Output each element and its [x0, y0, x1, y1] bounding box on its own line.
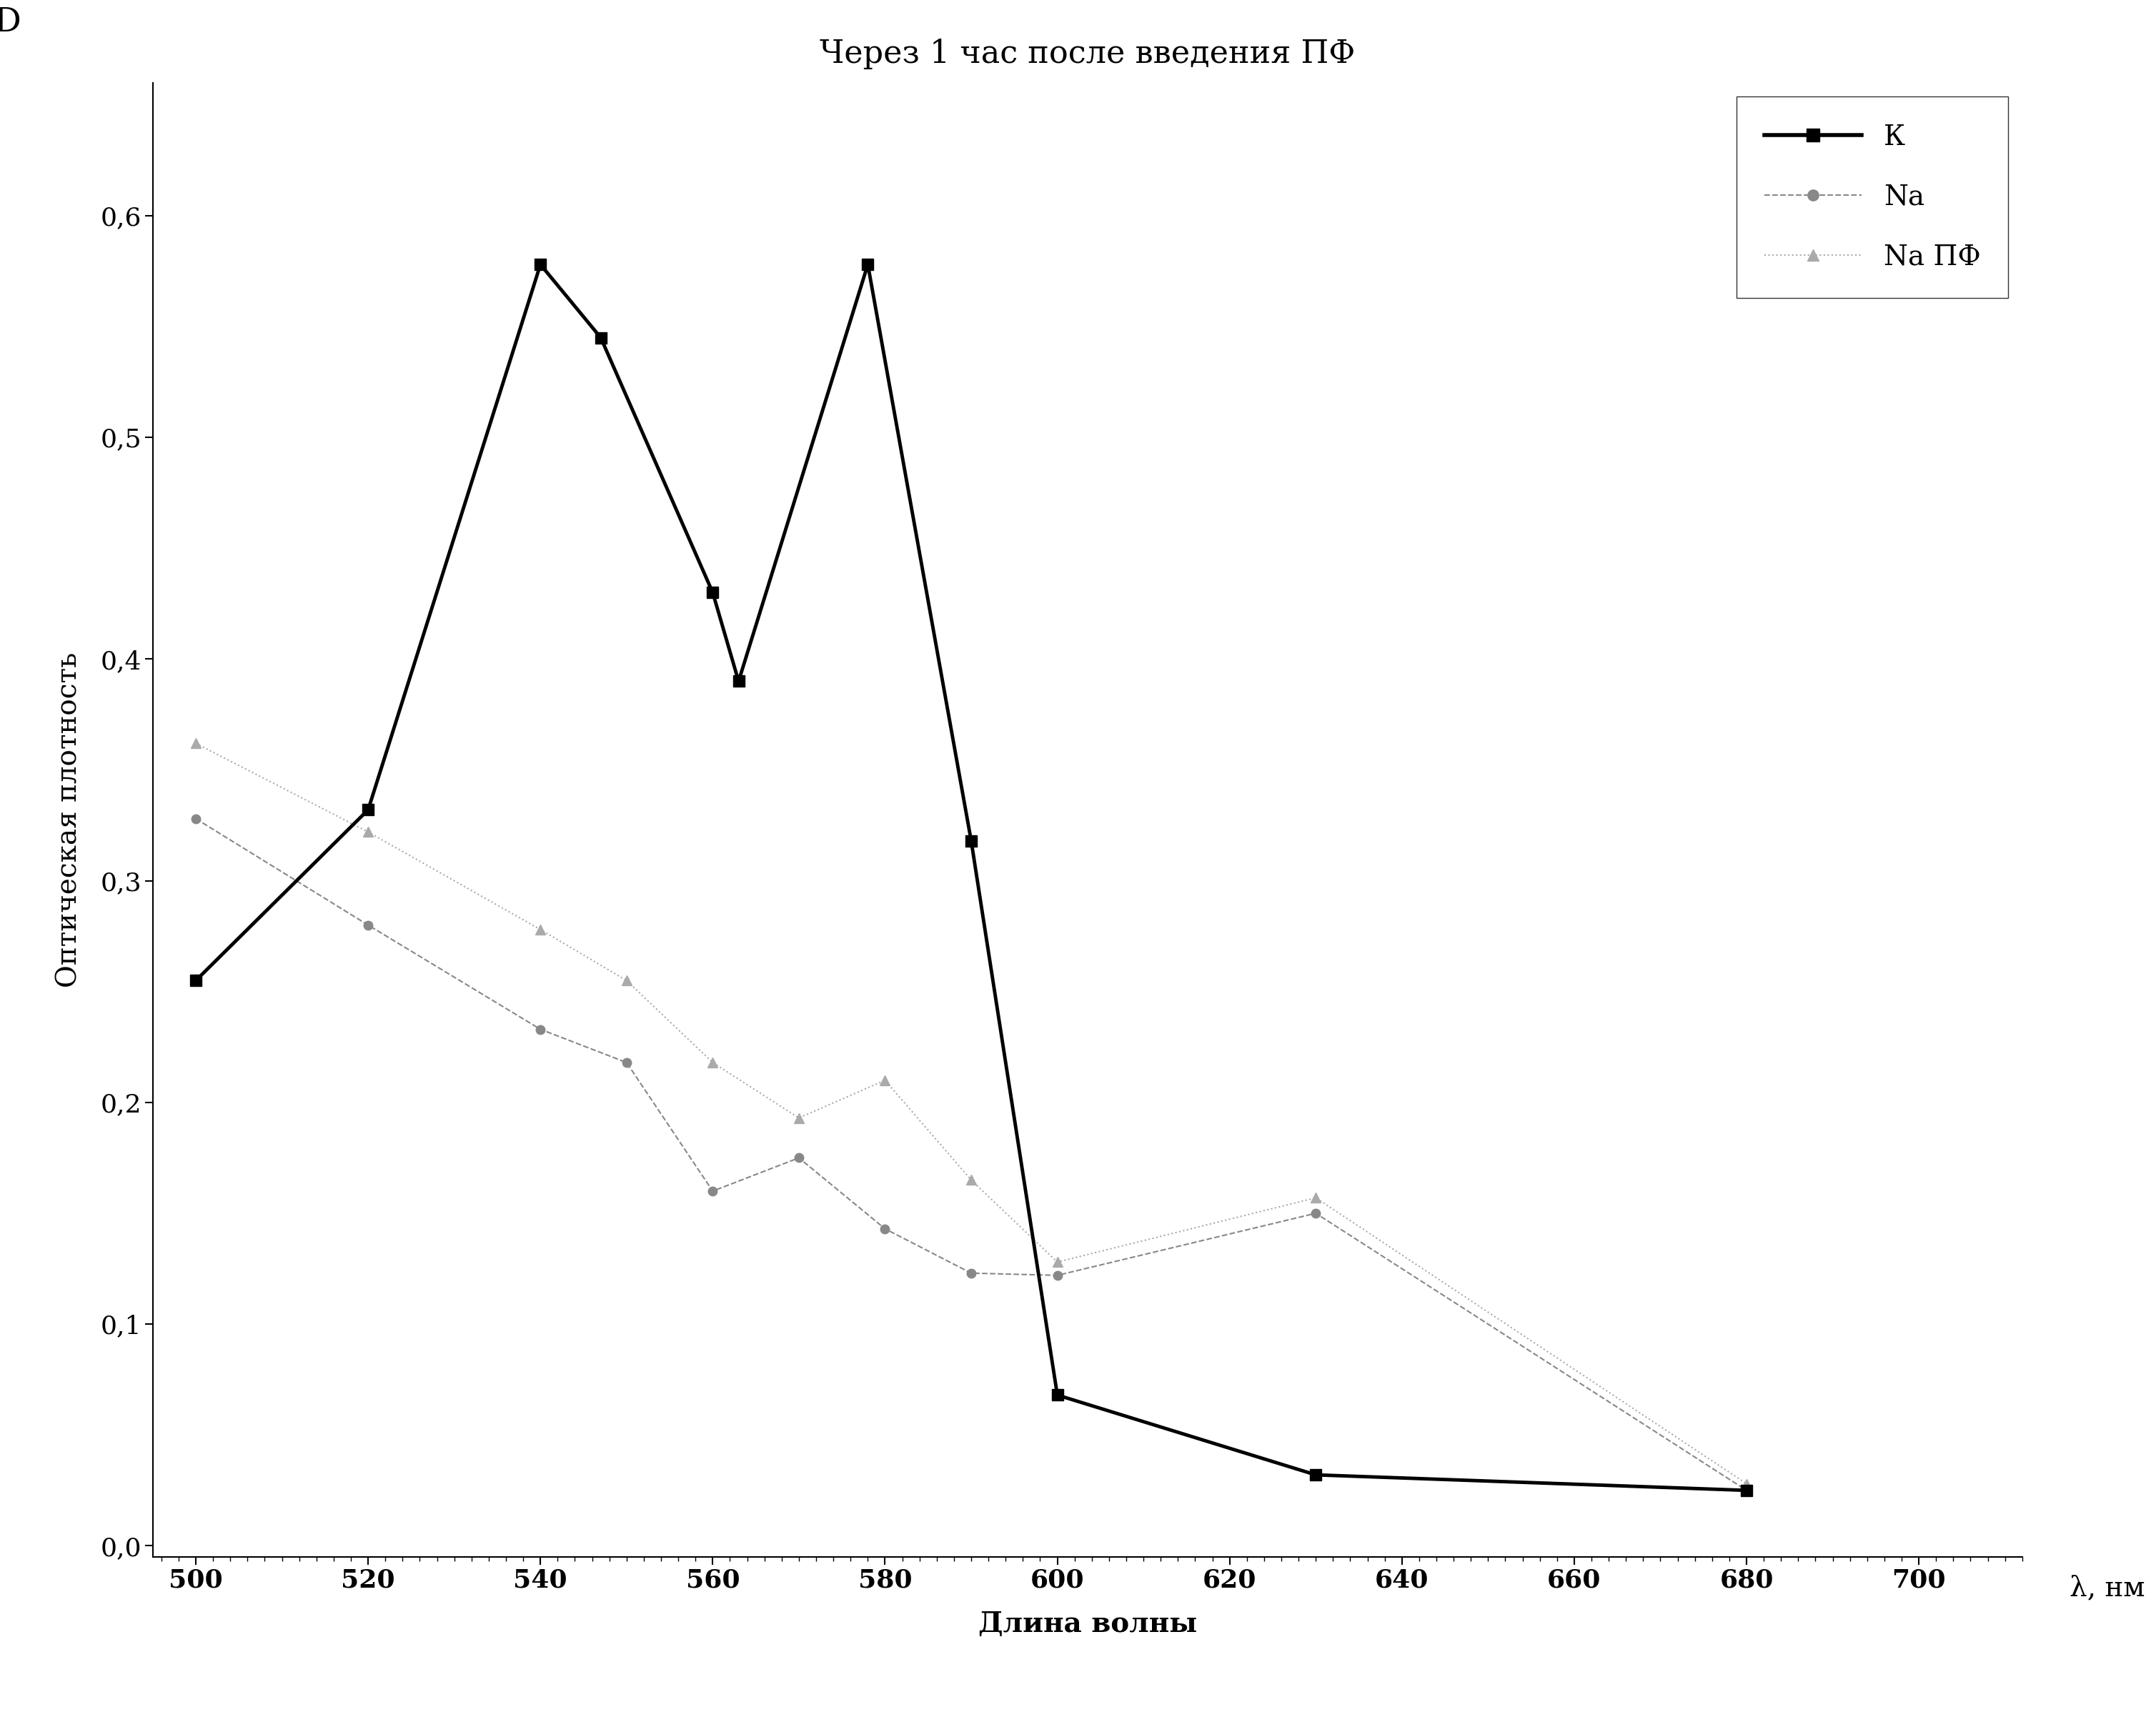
Na: [1733, 1480, 1759, 1501]
К: [183, 970, 209, 991]
К: [1302, 1465, 1328, 1485]
Na ПФ: [1044, 1252, 1069, 1272]
Na ПФ: [614, 970, 640, 991]
Na ПФ: [356, 822, 382, 843]
Na: [1044, 1265, 1069, 1286]
Na: [873, 1219, 899, 1240]
К: [1044, 1384, 1069, 1405]
Na: [183, 809, 209, 829]
К: [957, 831, 983, 852]
Na ПФ: [787, 1107, 813, 1128]
Line: Na: Na: [192, 814, 1751, 1496]
X-axis label: Длина волны: Длина волны: [979, 1611, 1197, 1638]
Na: [528, 1018, 554, 1039]
Na ПФ: [1733, 1473, 1759, 1494]
Na: [787, 1147, 813, 1168]
Line: Na ПФ: Na ПФ: [192, 738, 1751, 1489]
К: [1733, 1480, 1759, 1501]
Na ПФ: [1302, 1188, 1328, 1209]
К: [528, 254, 554, 275]
Na ПФ: [701, 1053, 727, 1073]
К: [701, 582, 727, 603]
Y-axis label: Оптическая плотность: Оптическая плотность: [56, 652, 82, 987]
Na: [614, 1053, 640, 1073]
Na: [1302, 1204, 1328, 1224]
Title: Через 1 час после введения ПФ: Через 1 час после введения ПФ: [819, 38, 1356, 69]
Na ПФ: [873, 1070, 899, 1090]
Text: λ, нм: λ, нм: [2070, 1574, 2145, 1602]
Na: [356, 915, 382, 936]
К: [727, 671, 752, 692]
Na: [957, 1262, 983, 1283]
Na: [701, 1181, 727, 1202]
К: [356, 800, 382, 821]
Legend: К, Na, Na ПФ: К, Na, Na ПФ: [1736, 96, 2009, 299]
Line: К: К: [190, 259, 1753, 1496]
Na ПФ: [183, 733, 209, 754]
К: [856, 254, 882, 275]
Na ПФ: [957, 1169, 983, 1190]
К: [589, 328, 614, 349]
Na ПФ: [528, 919, 554, 939]
Text: D: D: [0, 7, 22, 38]
